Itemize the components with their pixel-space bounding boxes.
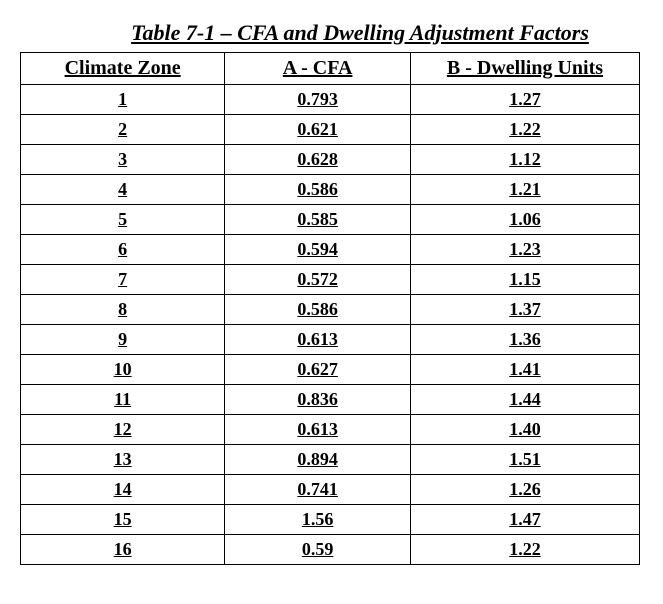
table-row: 130.8941.51: [21, 445, 640, 475]
table-row: 30.6281.12: [21, 145, 640, 175]
cell-cfa: 0.894: [225, 445, 411, 475]
table-row: 140.7411.26: [21, 475, 640, 505]
cell-cfa: 0.586: [225, 295, 411, 325]
table-title: Table 7-1 – CFA and Dwelling Adjustment …: [80, 20, 640, 46]
cell-cfa: 0.836: [225, 385, 411, 415]
table-row: 10.7931.27: [21, 85, 640, 115]
cell-climate-zone: 1: [21, 85, 225, 115]
table-row: 40.5861.21: [21, 175, 640, 205]
cell-climate-zone: 14: [21, 475, 225, 505]
cell-dwelling-units: 1.15: [410, 265, 639, 295]
table-row: 100.6271.41: [21, 355, 640, 385]
column-header-dwelling-units: B - Dwelling Units: [410, 53, 639, 85]
cell-climate-zone: 2: [21, 115, 225, 145]
cell-cfa: 1.56: [225, 505, 411, 535]
cell-cfa: 0.793: [225, 85, 411, 115]
table-row: 60.5941.23: [21, 235, 640, 265]
cell-climate-zone: 15: [21, 505, 225, 535]
cell-climate-zone: 13: [21, 445, 225, 475]
cell-climate-zone: 9: [21, 325, 225, 355]
cell-dwelling-units: 1.40: [410, 415, 639, 445]
table-row: 70.5721.15: [21, 265, 640, 295]
cell-climate-zone: 3: [21, 145, 225, 175]
cell-dwelling-units: 1.47: [410, 505, 639, 535]
cell-dwelling-units: 1.06: [410, 205, 639, 235]
cell-dwelling-units: 1.36: [410, 325, 639, 355]
cell-cfa: 0.628: [225, 145, 411, 175]
cell-cfa: 0.627: [225, 355, 411, 385]
cell-climate-zone: 10: [21, 355, 225, 385]
cell-climate-zone: 8: [21, 295, 225, 325]
column-header-climate-zone: Climate Zone: [21, 53, 225, 85]
cell-cfa: 0.741: [225, 475, 411, 505]
cell-dwelling-units: 1.27: [410, 85, 639, 115]
cell-climate-zone: 4: [21, 175, 225, 205]
cell-cfa: 0.572: [225, 265, 411, 295]
table-row: 160.591.22: [21, 535, 640, 565]
cell-cfa: 0.613: [225, 415, 411, 445]
cell-dwelling-units: 1.22: [410, 115, 639, 145]
column-header-cfa: A - CFA: [225, 53, 411, 85]
cell-climate-zone: 7: [21, 265, 225, 295]
cell-dwelling-units: 1.41: [410, 355, 639, 385]
table-row: 110.8361.44: [21, 385, 640, 415]
table-header-row: Climate Zone A - CFA B - Dwelling Units: [21, 53, 640, 85]
cell-climate-zone: 16: [21, 535, 225, 565]
cell-cfa: 0.59: [225, 535, 411, 565]
cell-climate-zone: 12: [21, 415, 225, 445]
table-row: 50.5851.06: [21, 205, 640, 235]
cell-cfa: 0.621: [225, 115, 411, 145]
table-row: 120.6131.40: [21, 415, 640, 445]
adjustment-factors-table-wrapper: Table 7-1 – CFA and Dwelling Adjustment …: [20, 20, 640, 565]
cell-dwelling-units: 1.12: [410, 145, 639, 175]
cell-cfa: 0.586: [225, 175, 411, 205]
table-row: 80.5861.37: [21, 295, 640, 325]
table-row: 151.561.47: [21, 505, 640, 535]
cell-cfa: 0.585: [225, 205, 411, 235]
cell-dwelling-units: 1.51: [410, 445, 639, 475]
table-row: 20.6211.22: [21, 115, 640, 145]
cell-dwelling-units: 1.22: [410, 535, 639, 565]
cell-cfa: 0.594: [225, 235, 411, 265]
cell-dwelling-units: 1.37: [410, 295, 639, 325]
table-body: 10.7931.2720.6211.2230.6281.1240.5861.21…: [21, 85, 640, 565]
cell-climate-zone: 5: [21, 205, 225, 235]
adjustment-factors-table: Climate Zone A - CFA B - Dwelling Units …: [20, 52, 640, 565]
cell-dwelling-units: 1.26: [410, 475, 639, 505]
cell-dwelling-units: 1.44: [410, 385, 639, 415]
cell-climate-zone: 11: [21, 385, 225, 415]
cell-dwelling-units: 1.23: [410, 235, 639, 265]
cell-cfa: 0.613: [225, 325, 411, 355]
cell-dwelling-units: 1.21: [410, 175, 639, 205]
table-row: 90.6131.36: [21, 325, 640, 355]
cell-climate-zone: 6: [21, 235, 225, 265]
